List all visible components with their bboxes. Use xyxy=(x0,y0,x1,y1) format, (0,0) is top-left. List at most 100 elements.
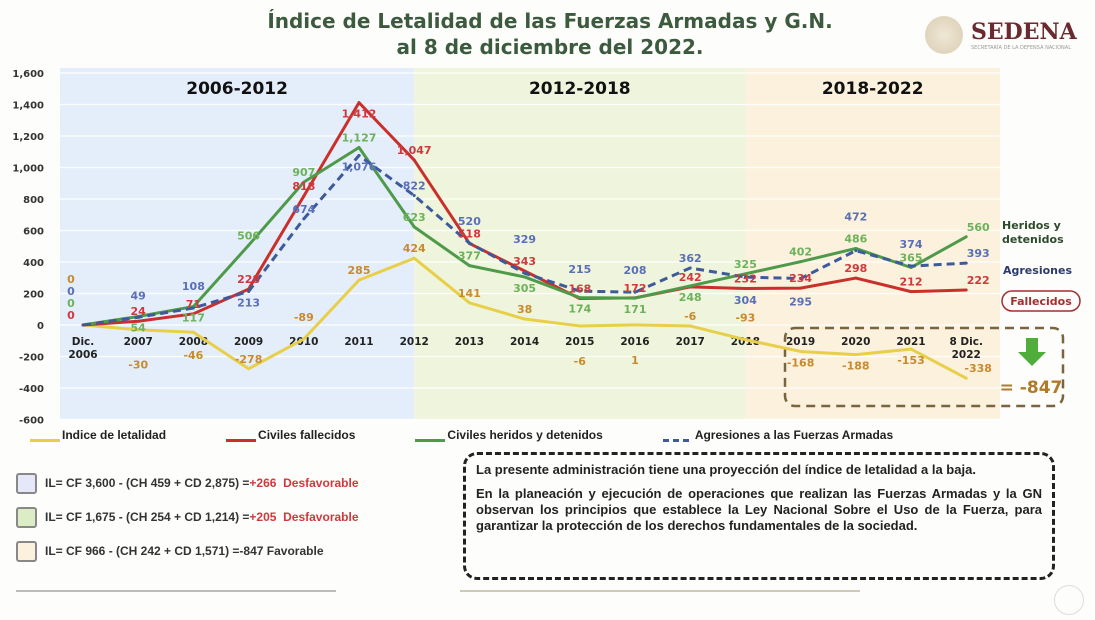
title-line-2: al 8 de diciembre del 2022. xyxy=(396,35,704,59)
data-label: 285 xyxy=(348,264,371,277)
data-label: 393 xyxy=(967,247,990,260)
data-label: 298 xyxy=(844,262,867,275)
data-point xyxy=(467,264,471,268)
data-point xyxy=(743,338,747,342)
data-point xyxy=(523,271,527,275)
data-label: 362 xyxy=(679,252,702,265)
data-point xyxy=(964,376,968,380)
data-point xyxy=(247,289,251,293)
end-label-fallecidos: Fallecidos xyxy=(1010,295,1072,308)
period-label: 2018-2022 xyxy=(822,79,924,99)
data-label: 232 xyxy=(734,272,757,285)
data-point xyxy=(247,367,251,371)
y-tick-label: -600 xyxy=(19,416,44,427)
data-label: 518 xyxy=(458,227,481,240)
formula-result: +205 xyxy=(249,510,277,524)
data-point xyxy=(854,249,858,253)
period-color-box xyxy=(16,506,37,528)
data-label: -188 xyxy=(842,360,870,373)
x-tick-label: 2017 xyxy=(676,336,705,348)
y-tick-label: 1,400 xyxy=(12,101,44,112)
data-label: 208 xyxy=(624,264,647,277)
fallecidos-pill xyxy=(1001,290,1081,312)
data-label: 520 xyxy=(458,215,481,228)
data-label: 234 xyxy=(789,272,812,285)
data-point xyxy=(743,275,747,279)
sedena-logo: SEDENA SECRETARÍA DE LA DEFENSA NACIONAL xyxy=(925,16,1077,54)
data-point xyxy=(412,158,416,162)
data-label: 0 xyxy=(67,309,75,322)
data-point xyxy=(302,337,306,341)
national-seal-icon xyxy=(925,16,963,54)
data-point xyxy=(357,145,361,149)
chart-legend: Indice de letalidad Civiles fallecidos C… xyxy=(30,428,953,442)
data-point xyxy=(136,319,140,323)
legend-item: Civiles fallecidos xyxy=(226,428,355,442)
data-point xyxy=(302,194,306,198)
data-label: 228 xyxy=(237,273,260,286)
title-line-1: Índice de Letalidad de las Fuerzas Armad… xyxy=(267,9,833,33)
data-point xyxy=(357,154,361,158)
total-value: = -847 xyxy=(1000,378,1063,398)
formula-row: IL= CF 3,600 - (CH 459 + CD 2,875) = +26… xyxy=(16,466,456,500)
data-label: 486 xyxy=(844,232,867,245)
data-point xyxy=(467,241,471,245)
data-label: -153 xyxy=(897,354,925,367)
legend-label: Civiles fallecidos xyxy=(258,428,356,442)
data-point xyxy=(688,324,692,328)
data-point xyxy=(247,243,251,247)
data-label: 168 xyxy=(568,283,591,296)
y-tick-label: 400 xyxy=(23,258,44,269)
data-point xyxy=(302,180,306,184)
data-label: -168 xyxy=(787,356,815,369)
data-point xyxy=(743,286,747,290)
data-label: 1,076 xyxy=(342,161,377,174)
data-label: 506 xyxy=(237,229,260,242)
data-point xyxy=(688,266,692,270)
data-point xyxy=(412,194,416,198)
data-label: 49 xyxy=(131,289,146,302)
data-point xyxy=(357,278,361,282)
formula-text: IL= CF 1,675 - (CH 254 + CD 1,214) = xyxy=(45,510,250,524)
data-point xyxy=(191,312,195,316)
brand-subtitle: SECRETARÍA DE LA DEFENSA NACIONAL xyxy=(971,45,1071,51)
data-point xyxy=(136,315,140,319)
formula-text: IL= CF 3,600 - (CH 459 + CD 2,875) = xyxy=(45,476,250,490)
data-label: 215 xyxy=(568,263,591,276)
data-label: -338 xyxy=(964,362,992,375)
y-tick-label: 1,600 xyxy=(12,69,44,80)
x-tick-label: 2015 xyxy=(565,336,594,348)
data-label: 472 xyxy=(844,211,867,224)
data-label: 377 xyxy=(458,250,481,263)
data-point xyxy=(743,272,747,276)
x-tick-label: 8 Dic. 2022 xyxy=(949,336,983,361)
data-point xyxy=(191,330,195,334)
data-point xyxy=(578,289,582,293)
page-title: Índice de Letalidad de las Fuerzas Armad… xyxy=(200,8,900,60)
data-label: 818 xyxy=(292,180,315,193)
y-tick-label: -400 xyxy=(19,384,44,395)
x-tick-label: 2008 xyxy=(179,336,208,348)
data-label: 71 xyxy=(186,298,201,311)
legend-swatch-red xyxy=(226,439,257,442)
data-label: 24 xyxy=(131,305,147,318)
period-band xyxy=(745,68,1000,420)
legend-item: Civiles heridos y detenidos xyxy=(415,428,603,442)
y-tick-label: 0 xyxy=(37,321,44,332)
data-point xyxy=(136,328,140,332)
data-point xyxy=(412,225,416,229)
note-paragraph-2: En la planeación y ejecución de operacio… xyxy=(476,486,1042,533)
note-paragraph-1: La presente administración tiene una pro… xyxy=(476,462,976,477)
data-label: -30 xyxy=(128,359,148,372)
data-label: -93 xyxy=(735,312,755,325)
period-color-box xyxy=(16,472,37,494)
y-tick-label: 1,000 xyxy=(12,164,44,175)
formula-verdict: Desfavorable xyxy=(283,476,359,490)
data-point xyxy=(523,275,527,279)
data-label: 305 xyxy=(513,282,536,295)
formula-result: -847 xyxy=(239,544,264,558)
data-label: 1,047 xyxy=(397,144,432,157)
data-label: 374 xyxy=(900,238,923,251)
data-point xyxy=(688,284,692,288)
data-label: 560 xyxy=(967,221,990,234)
